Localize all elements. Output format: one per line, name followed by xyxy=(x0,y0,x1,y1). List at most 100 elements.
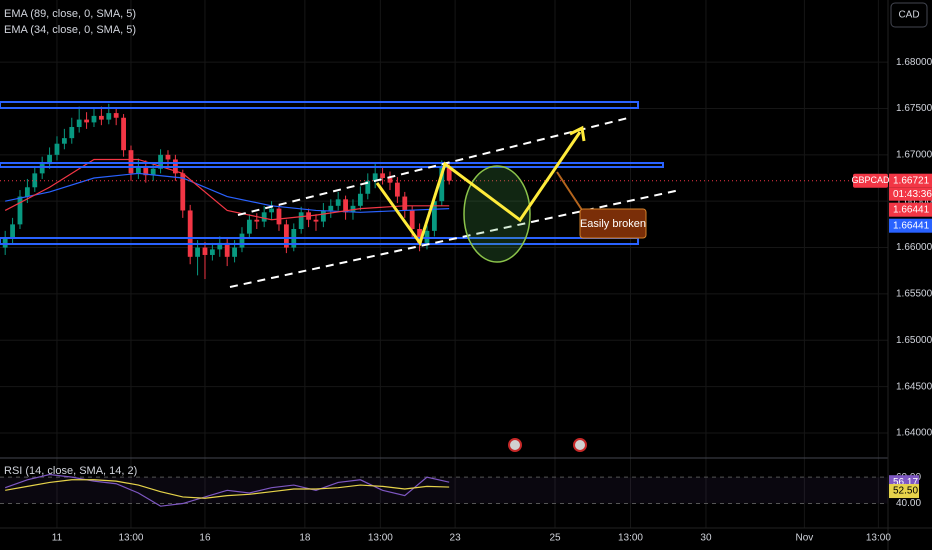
candle-body xyxy=(298,212,304,229)
legend: EMA (89, close, 0, SMA, 5) EMA (34, clos… xyxy=(4,8,137,477)
candle-body xyxy=(424,230,430,243)
x-tick-label: Nov xyxy=(795,533,813,544)
candle-body xyxy=(84,119,89,123)
rsi-tag-label: 56.17 xyxy=(893,477,918,488)
rsi-title: RSI (14, close, SMA, 14, 2) xyxy=(4,465,137,477)
price-tag-label: 1.66441 xyxy=(893,220,930,231)
candle-body xyxy=(128,150,134,174)
candle-body xyxy=(121,117,126,151)
x-tick-label: 11 xyxy=(52,533,63,544)
candle-body xyxy=(158,154,163,169)
candle-body xyxy=(409,210,415,229)
candle-body xyxy=(283,224,289,248)
candle-body xyxy=(54,143,60,155)
level-box xyxy=(0,162,664,168)
callout-text: Easily broken xyxy=(580,218,646,230)
projection-path xyxy=(375,131,582,247)
ema-line xyxy=(4,158,450,221)
candle-body xyxy=(439,165,445,202)
candle-body xyxy=(350,205,356,213)
countdown-bg xyxy=(889,187,932,201)
y-tick-label: 1.66500 xyxy=(896,196,932,207)
symbol-tag-label: GBPCAD xyxy=(851,175,890,185)
y-tick-label: 1.67500 xyxy=(896,103,932,114)
candle-body xyxy=(343,199,348,213)
symbol-tag xyxy=(853,173,888,188)
candle-body xyxy=(313,219,319,222)
x-tick-label: 13:00 xyxy=(618,533,643,544)
legend-entry: EMA (89, close, 0, SMA, 5) xyxy=(4,8,136,20)
candle-body xyxy=(195,247,200,257)
y-tick-label: 1.64500 xyxy=(896,381,932,392)
candle-body xyxy=(320,210,326,222)
candle-body xyxy=(446,165,452,181)
candle-body xyxy=(269,208,274,213)
candle-body xyxy=(380,173,385,179)
x-tick-label: 25 xyxy=(549,533,561,544)
currency-button[interactable] xyxy=(890,2,928,28)
x-tick-label: 23 xyxy=(450,533,462,544)
level-box xyxy=(0,101,639,109)
rsi-tag xyxy=(889,484,919,499)
x-tick-label: 16 xyxy=(199,533,211,544)
candle-body xyxy=(91,115,97,123)
candle-body xyxy=(335,199,341,206)
candle-body xyxy=(165,154,171,160)
candle-body xyxy=(39,164,45,174)
candle-body xyxy=(209,249,215,255)
candle-body xyxy=(417,229,422,243)
callout-box xyxy=(579,208,647,239)
y-tick-label: 1.68000 xyxy=(896,57,932,68)
x-tick-label: 13:00 xyxy=(866,533,891,544)
candle-body xyxy=(187,210,193,257)
candle-body xyxy=(106,113,112,120)
candle-body xyxy=(69,127,75,139)
event-icon[interactable] xyxy=(508,438,522,452)
candle-body xyxy=(10,224,15,239)
event-icon[interactable] xyxy=(573,438,587,452)
grid xyxy=(0,0,888,528)
candle-body xyxy=(17,196,23,225)
candle-body xyxy=(276,208,282,225)
rsi-line xyxy=(4,473,450,507)
ema-line xyxy=(5,172,450,213)
candle-body xyxy=(232,247,237,257)
candle-body xyxy=(113,113,119,118)
axes: 1.64000 1.64500 1.65000 1.65500 1.66000 1.665… xyxy=(52,57,932,544)
price-tag-label: 1.66441 xyxy=(893,204,930,215)
rsi-tag-label: 52.50 xyxy=(893,486,918,497)
candle-body xyxy=(254,219,260,222)
countdown: 01:43:36 xyxy=(893,189,932,200)
drawings: Easily broken xyxy=(0,101,681,452)
candle-body xyxy=(239,233,245,248)
price-tag xyxy=(889,218,932,233)
candle-body xyxy=(261,212,267,222)
channel-line xyxy=(237,116,633,216)
x-tick-label: 13:00 xyxy=(118,533,143,544)
candle-body xyxy=(32,173,38,188)
x-tick-label: 13:00 xyxy=(368,533,393,544)
rsi-tick-label: 40.00 xyxy=(896,498,921,509)
rsi-line xyxy=(5,479,450,499)
price-tag-label: 1.66721 xyxy=(893,175,930,186)
y-tick-label: 1.67000 xyxy=(896,149,932,160)
y-tick-label: 1.65000 xyxy=(896,335,932,346)
candle-body xyxy=(61,138,67,144)
candle-body xyxy=(143,165,149,176)
y-tick-label: 1.66000 xyxy=(896,242,932,253)
currency-label[interactable]: CAD xyxy=(898,10,919,21)
candle-body xyxy=(387,178,393,183)
candle-body xyxy=(180,173,186,211)
data xyxy=(0,103,888,507)
candle-body xyxy=(135,165,141,174)
candle-body xyxy=(98,115,104,120)
candle-body xyxy=(2,238,8,248)
y-tick-label: 1.64000 xyxy=(896,428,932,439)
candle-body xyxy=(365,180,371,194)
price-tag xyxy=(889,173,932,188)
candle-body xyxy=(150,168,156,176)
candle-body xyxy=(431,201,437,231)
candle-body xyxy=(394,182,400,197)
